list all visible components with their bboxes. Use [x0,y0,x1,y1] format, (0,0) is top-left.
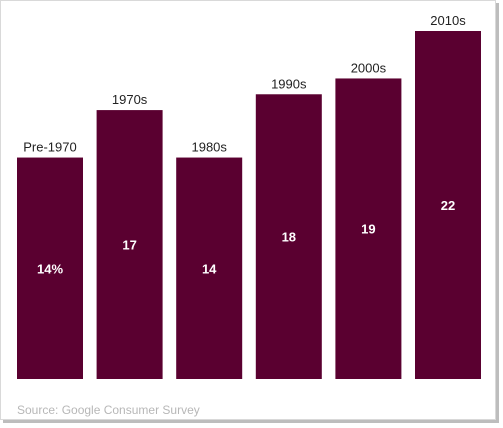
bar-1970s [96,110,163,379]
source-note: Source: Google Consumer Survey [17,403,200,417]
chart-frame: Pre-1970 14% 1970s 17 1980s 14 1990s 18 2000s 19 2… [0,0,496,420]
value-label-2010s: 22 [441,198,455,213]
bar-2000s [335,78,402,380]
category-label-1980s: 1980s [191,140,227,155]
category-label-pre-1970: Pre-1970 [23,140,76,155]
bar-2010s [415,31,481,379]
category-label-1970s: 1970s [112,92,148,107]
value-label-1990s: 18 [282,230,296,245]
value-label-1970s: 17 [122,238,136,253]
value-label-1980s: 14 [202,261,217,276]
category-label-2010s: 2010s [430,13,466,28]
bar-chart: Pre-1970 14% 1970s 17 1980s 14 1990s 18 2000s 19 2… [17,13,481,380]
category-label-2000s: 2000s [351,60,387,75]
value-label-2000s: 19 [361,222,375,237]
category-label-1990s: 1990s [271,76,307,91]
bar-1990s [255,94,322,379]
bar-1980s [176,157,243,379]
bar-pre-1970 [17,157,83,379]
value-label-pre-1970: 14% [37,261,63,276]
